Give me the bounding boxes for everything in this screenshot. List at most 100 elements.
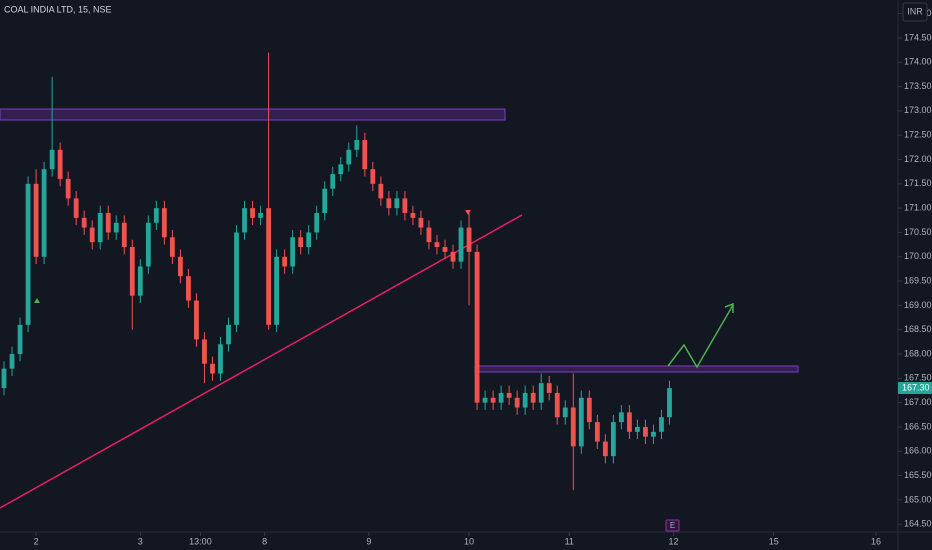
candle-body <box>282 256 288 267</box>
candle-body <box>434 242 440 248</box>
candle-body <box>386 198 392 209</box>
candle-body <box>578 397 584 447</box>
candle-body <box>554 392 560 418</box>
candle-body <box>25 183 31 325</box>
candle-body <box>137 266 143 296</box>
candle-body <box>145 222 151 267</box>
candle-body <box>169 237 175 257</box>
x-tick-label: 9 <box>366 536 371 546</box>
candle-body <box>89 227 95 243</box>
candle-body <box>113 222 119 233</box>
currency-label: INR <box>907 6 923 16</box>
candle-body <box>506 392 512 398</box>
candle-body <box>49 149 55 170</box>
projection-arrow <box>667 304 734 369</box>
signal-marker <box>34 298 40 303</box>
y-tick-label: 166.50 <box>904 421 932 431</box>
candle-body <box>330 174 336 189</box>
candle-body <box>522 392 528 408</box>
x-tick-label: 8 <box>262 536 267 546</box>
candle-body <box>210 363 215 374</box>
x-tick-label: 2 <box>34 536 39 546</box>
candle-body <box>314 212 320 233</box>
candle-body <box>266 208 272 325</box>
y-tick-label: 170.50 <box>904 227 932 237</box>
y-tick-label: 165.00 <box>904 494 932 504</box>
candle-body <box>458 227 464 262</box>
candle-body <box>202 339 207 364</box>
candle-body <box>153 208 159 223</box>
candle-body <box>362 140 368 170</box>
x-tick-label: 12 <box>668 536 678 546</box>
last-price-label: 167.30 <box>902 382 930 392</box>
y-tick-label: 172.00 <box>904 154 932 164</box>
y-tick-label: 173.00 <box>904 105 932 115</box>
candle-body <box>129 247 135 296</box>
x-tick-label: 10 <box>464 536 474 546</box>
candle-body <box>659 417 664 432</box>
candle-body <box>194 300 199 340</box>
candle-body <box>218 344 223 374</box>
candle-body <box>97 212 103 243</box>
x-tick-label: 13:00 <box>189 536 212 546</box>
candle-body <box>626 412 632 432</box>
candle-body <box>250 208 255 218</box>
last-price-box <box>898 382 932 395</box>
candle-body <box>474 251 480 403</box>
event-marker[interactable]: E <box>670 521 675 530</box>
candle-body <box>610 422 616 457</box>
candle-body <box>426 227 432 243</box>
candle-body <box>586 397 592 423</box>
y-tick-label: 168.50 <box>904 324 932 334</box>
candle-body <box>667 388 672 418</box>
y-tick-label: 169.50 <box>904 275 932 285</box>
chart-title: COAL INDIA LTD, 15, NSE <box>4 4 112 14</box>
candle-body <box>602 441 608 457</box>
candle-body <box>161 208 167 238</box>
candle-body <box>546 383 552 393</box>
candle-body <box>466 227 472 252</box>
candle-body <box>306 232 312 248</box>
candle-body <box>258 212 263 218</box>
candle-body <box>121 222 127 248</box>
candle-body <box>514 397 520 408</box>
candle-body <box>57 149 63 179</box>
candle-body <box>570 407 576 447</box>
y-tick-label: 164.50 <box>904 519 932 529</box>
y-tick-label: 166.00 <box>904 446 932 456</box>
candle-body <box>338 164 344 175</box>
y-tick-label: 174.00 <box>904 57 932 67</box>
candle-body <box>73 198 79 218</box>
candle-body <box>482 397 488 403</box>
candle-body <box>33 183 39 257</box>
candle-body <box>643 426 648 437</box>
currency-box <box>902 2 928 22</box>
y-tick-label: 167.50 <box>904 373 932 383</box>
candle-body <box>1 368 7 389</box>
candle-body <box>530 392 536 403</box>
axes: 164.50 165.00 165.50 166.00 166.50 167.00 167.… <box>34 8 932 546</box>
candle-body <box>177 256 183 277</box>
candle-body <box>618 412 624 423</box>
candle-body <box>635 426 640 432</box>
candle-body <box>226 324 231 345</box>
event-box[interactable] <box>665 519 680 532</box>
y-tick-label: 168.00 <box>904 348 932 358</box>
candle-body <box>562 407 568 418</box>
y-tick-label: 172.50 <box>904 130 932 140</box>
arrow-head <box>724 302 734 313</box>
candle-body <box>298 237 304 248</box>
candle-body <box>290 237 296 267</box>
candles <box>1 52 672 491</box>
y-tick-label: 173.50 <box>904 81 932 91</box>
candle-body <box>322 188 328 213</box>
candle-body <box>354 140 360 150</box>
candle-body <box>402 198 408 213</box>
candle-body <box>410 212 416 218</box>
candle-body <box>105 212 111 233</box>
candle-body <box>418 217 424 228</box>
candle-body <box>594 422 600 442</box>
candle-body <box>9 354 15 369</box>
candle-body <box>81 217 87 228</box>
